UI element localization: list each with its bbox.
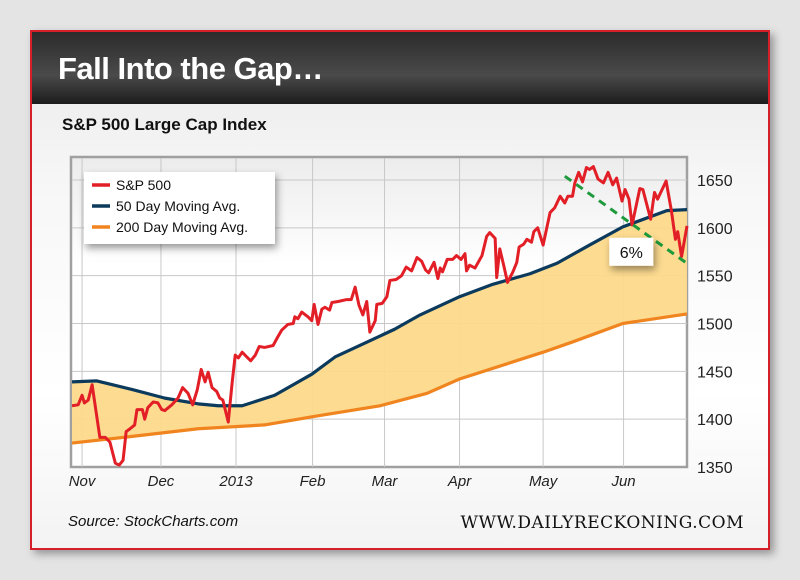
y-tick-label: 1450 xyxy=(697,364,733,381)
moving-average-gap-fill xyxy=(72,209,687,444)
x-tick-label: Jun xyxy=(610,473,635,490)
legend-label: 200 Day Moving Avg. xyxy=(116,219,248,235)
trendline-dashed xyxy=(563,174,687,264)
brand-logo: WWW.DAILYRECKONING.COM xyxy=(460,513,744,533)
y-tick-label: 1650 xyxy=(697,173,733,190)
y-tick-label: 1600 xyxy=(697,221,733,238)
legend-label: S&P 500 xyxy=(116,177,171,193)
page-title: Fall Into the Gap… xyxy=(58,51,323,86)
x-tick-label: Mar xyxy=(372,473,399,490)
x-tick-label: Nov xyxy=(69,473,97,490)
legend-box xyxy=(84,172,275,244)
y-tick-label: 1500 xyxy=(697,317,733,334)
x-tick-label: Feb xyxy=(300,473,326,490)
gap-percent-label: 6% xyxy=(620,245,643,262)
gap-percent-label-box xyxy=(609,237,654,266)
ma50-line xyxy=(71,208,688,408)
y-tick-label: 1350 xyxy=(697,460,733,477)
x-tick-label: May xyxy=(529,473,559,490)
legend-label: 50 Day Moving Avg. xyxy=(116,198,240,214)
source-note: Source: StockCharts.com xyxy=(68,513,239,530)
chart-subtitle: S&P 500 Large Cap Index xyxy=(62,115,267,134)
ma200-line xyxy=(71,312,688,445)
y-tick-label: 1400 xyxy=(697,412,733,429)
x-tick-label: Dec xyxy=(148,473,175,490)
header-bar: Fall Into the Gap… xyxy=(32,32,768,104)
x-tick-label: 2013 xyxy=(218,473,253,490)
sp500-line xyxy=(71,165,689,467)
x-tick-label: Apr xyxy=(447,473,472,490)
y-tick-label: 1550 xyxy=(697,269,733,286)
